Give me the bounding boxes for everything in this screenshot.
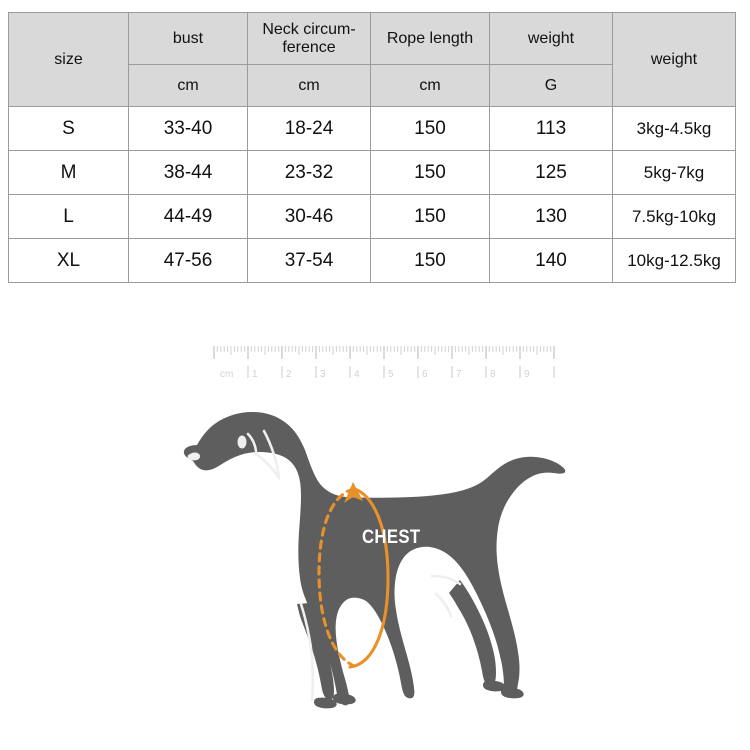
dog-body-shape [183,412,566,706]
chest-ellipse-dashed-half [317,487,356,668]
table-row: XL 47-56 37-54 150 140 10kg-12.5kg [8,238,736,283]
cell-neck: 23-32 [247,150,371,195]
cell-size: XL [8,238,129,283]
chest-ellipse-arrowhead [344,482,363,503]
table-row: M 38-44 23-32 150 125 5kg-7kg [8,150,736,195]
chest-measurement-ellipse [317,482,390,669]
dog-paws [313,680,524,709]
ruler-unit-label: cm [220,369,233,380]
cell-bust: 47-56 [128,238,248,283]
cell-bust: 44-49 [128,194,248,239]
cell-neck: 37-54 [247,238,371,283]
header-size: size [8,12,129,107]
ruler-tick-label: 8 [490,369,496,380]
cell-size: M [8,150,129,195]
size-chart-table: size bust Neck circum-ference Rope lengt… [8,12,736,283]
header-unit-bust: cm [128,64,248,107]
header-weight-kg: weight [612,12,736,107]
dog-highlight-lines [246,429,462,702]
cell-bust: 33-40 [128,106,248,151]
ruler-ticks [213,346,555,359]
ruler-tick-label: 9 [524,369,530,380]
cell-rope: 150 [370,238,490,283]
ruler-tick-label: 4 [354,369,360,380]
table-row: L 44-49 30-46 150 130 7.5kg-10kg [8,194,736,239]
header-rope-length: Rope length [370,12,490,65]
header-bust: bust [128,12,248,65]
dog-nose-highlight [187,435,247,461]
dog-silhouette-diagram [160,398,592,734]
cell-weight_g: 140 [489,238,613,283]
header-unit-weight-g: G [489,64,613,107]
cell-weight_g: 130 [489,194,613,239]
cell-rope: 150 [370,194,490,239]
header-weight-g: weight [489,12,613,65]
cell-weight_kg: 5kg-7kg [612,150,736,195]
table-header-row-units: cm cm cm G [9,64,736,107]
cell-size: S [8,106,129,151]
ruler-tick-label: 5 [388,369,394,380]
header-neck-circumference: Neck circum-ference [247,12,371,65]
chest-ellipse-solid-half [348,486,390,669]
cell-neck: 30-46 [247,194,371,239]
cell-neck: 18-24 [247,106,371,151]
cell-weight_kg: 7.5kg-10kg [612,194,736,239]
ruler-tick-label: 3 [320,369,326,380]
cell-rope: 150 [370,150,490,195]
header-unit-rope: cm [370,64,490,107]
ruler-tick-label: 6 [422,369,428,380]
dog-hind-leg-far [449,580,496,687]
cell-size: L [8,194,129,239]
cell-weight_kg: 10kg-12.5kg [612,238,736,283]
header-unit-neck: cm [247,64,371,107]
ruler-tick-label: 7 [456,369,462,380]
ruler-number-labels: cm1234567891C [220,366,555,380]
table-body: S 33-40 18-24 150 113 3kg-4.5kg M 38-44 23-32 150… [8,106,736,283]
table-header: size bust Neck circum-ference Rope lengt… [8,12,736,107]
cell-weight_g: 113 [489,106,613,151]
cell-weight_kg: 3kg-4.5kg [612,106,736,151]
ruler-tick-label: 1 [252,369,258,380]
cell-weight_g: 125 [489,150,613,195]
table-row: S 33-40 18-24 150 113 3kg-4.5kg [8,106,736,151]
size-chart-table-container: size bust Neck circum-ference Rope lengt… [8,12,736,283]
cell-rope: 150 [370,106,490,151]
ruler-graphic: cm1234567891C [210,344,558,382]
ruler-tick-label: 2 [286,369,292,380]
table-header-row-top: size bust Neck circum-ference Rope lengt… [8,12,736,107]
cell-bust: 38-44 [128,150,248,195]
